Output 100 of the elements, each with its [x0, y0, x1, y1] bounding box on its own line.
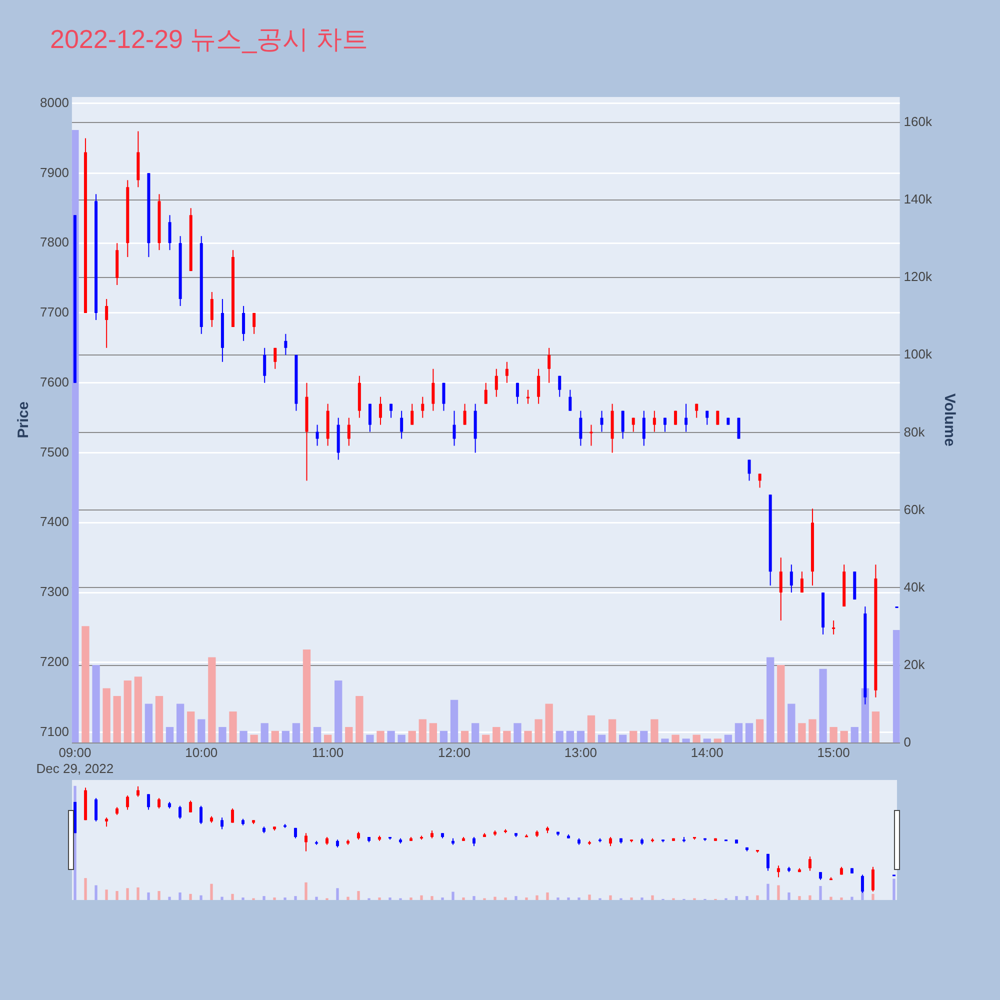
y-tick-label: 7900 [40, 164, 69, 180]
bar [134, 676, 142, 743]
bar [861, 688, 869, 743]
bar [418, 719, 426, 743]
bar [619, 734, 627, 743]
y2-tick-label: 100k [904, 346, 932, 362]
bar [218, 726, 226, 743]
bar [482, 734, 490, 743]
candlestick [274, 347, 277, 370]
candlestick [516, 382, 519, 404]
candlestick [421, 396, 424, 418]
bar [640, 730, 648, 743]
bar [608, 719, 616, 743]
candlestick [652, 410, 656, 432]
y2-axis-title: Volume [940, 393, 958, 446]
bar [440, 730, 448, 743]
y2-tick-label: 60k [904, 502, 926, 517]
x-tick-label: 13:00 [564, 745, 597, 760]
bar [724, 734, 732, 743]
bar [472, 723, 480, 743]
candlestick [790, 564, 793, 594]
bar [155, 696, 164, 743]
bar [282, 730, 290, 743]
bar [819, 668, 827, 743]
candlestick [758, 473, 762, 488]
bar [176, 704, 184, 743]
y-axis-title: Price [15, 402, 32, 438]
bar [840, 730, 848, 743]
bar [808, 719, 816, 743]
candlestick [800, 571, 804, 594]
bar [576, 730, 585, 743]
bar [872, 711, 880, 743]
bar [429, 723, 438, 743]
bar [534, 719, 542, 743]
candlestick [832, 620, 836, 635]
bar [198, 719, 206, 743]
bar [514, 723, 522, 743]
bar [113, 696, 121, 743]
candlestick [590, 424, 593, 446]
bar [187, 711, 195, 743]
x-tick-label: 15:00 [817, 745, 850, 760]
candlestick [716, 410, 720, 426]
bar [92, 664, 100, 743]
bar [460, 730, 469, 743]
candlestick [632, 417, 635, 432]
y-tick-label: 7100 [40, 724, 69, 739]
bar [398, 734, 406, 743]
bar [734, 723, 743, 743]
candlestick [695, 403, 698, 418]
chart-title: 2022-12-29 뉴스_공시 차트 [50, 23, 368, 56]
candlestick [737, 417, 740, 440]
bar [82, 626, 90, 743]
y-tick-label: 7500 [40, 444, 69, 460]
y2-tick-label: 0 [904, 734, 912, 750]
x-tick-label: 10:00 [185, 745, 218, 760]
candlestick [748, 459, 751, 482]
candlestick [600, 410, 604, 432]
candlestick [242, 305, 246, 342]
bar [682, 738, 690, 743]
candlestick [548, 347, 551, 384]
bar [124, 680, 132, 743]
bar [524, 730, 532, 743]
bar [102, 688, 110, 743]
candlestick [442, 382, 446, 412]
candlestick [505, 361, 508, 384]
candlestick [579, 410, 582, 446]
candlestick [526, 389, 530, 404]
bar [345, 726, 353, 743]
bar [144, 704, 153, 743]
bar [324, 734, 332, 743]
bar [830, 726, 838, 743]
bar [166, 726, 174, 743]
candlestick [537, 368, 540, 404]
candlestick [368, 403, 372, 432]
candlestick [400, 410, 404, 440]
candlestick [452, 410, 456, 446]
y2-tick-label: 140k [904, 192, 932, 207]
x-tick-label: 14:00 [690, 745, 724, 760]
candlestick [642, 410, 646, 446]
bar [650, 719, 658, 743]
bar [714, 738, 722, 743]
bar [630, 730, 638, 743]
bar [356, 696, 364, 743]
candlestick [663, 417, 666, 432]
bar [850, 726, 858, 743]
bar [208, 657, 216, 743]
bar [408, 730, 416, 743]
bar [366, 734, 374, 743]
bar [661, 738, 669, 743]
candlestick [379, 396, 382, 426]
bar [756, 719, 764, 743]
bar [292, 723, 300, 743]
bar [302, 649, 311, 743]
candlestick [484, 382, 488, 404]
y-tick-label: 7700 [40, 304, 69, 320]
bar [745, 723, 754, 743]
candlestick [105, 298, 108, 348]
candlestick [568, 389, 572, 412]
candlestick [168, 214, 172, 251]
bar [566, 730, 574, 743]
